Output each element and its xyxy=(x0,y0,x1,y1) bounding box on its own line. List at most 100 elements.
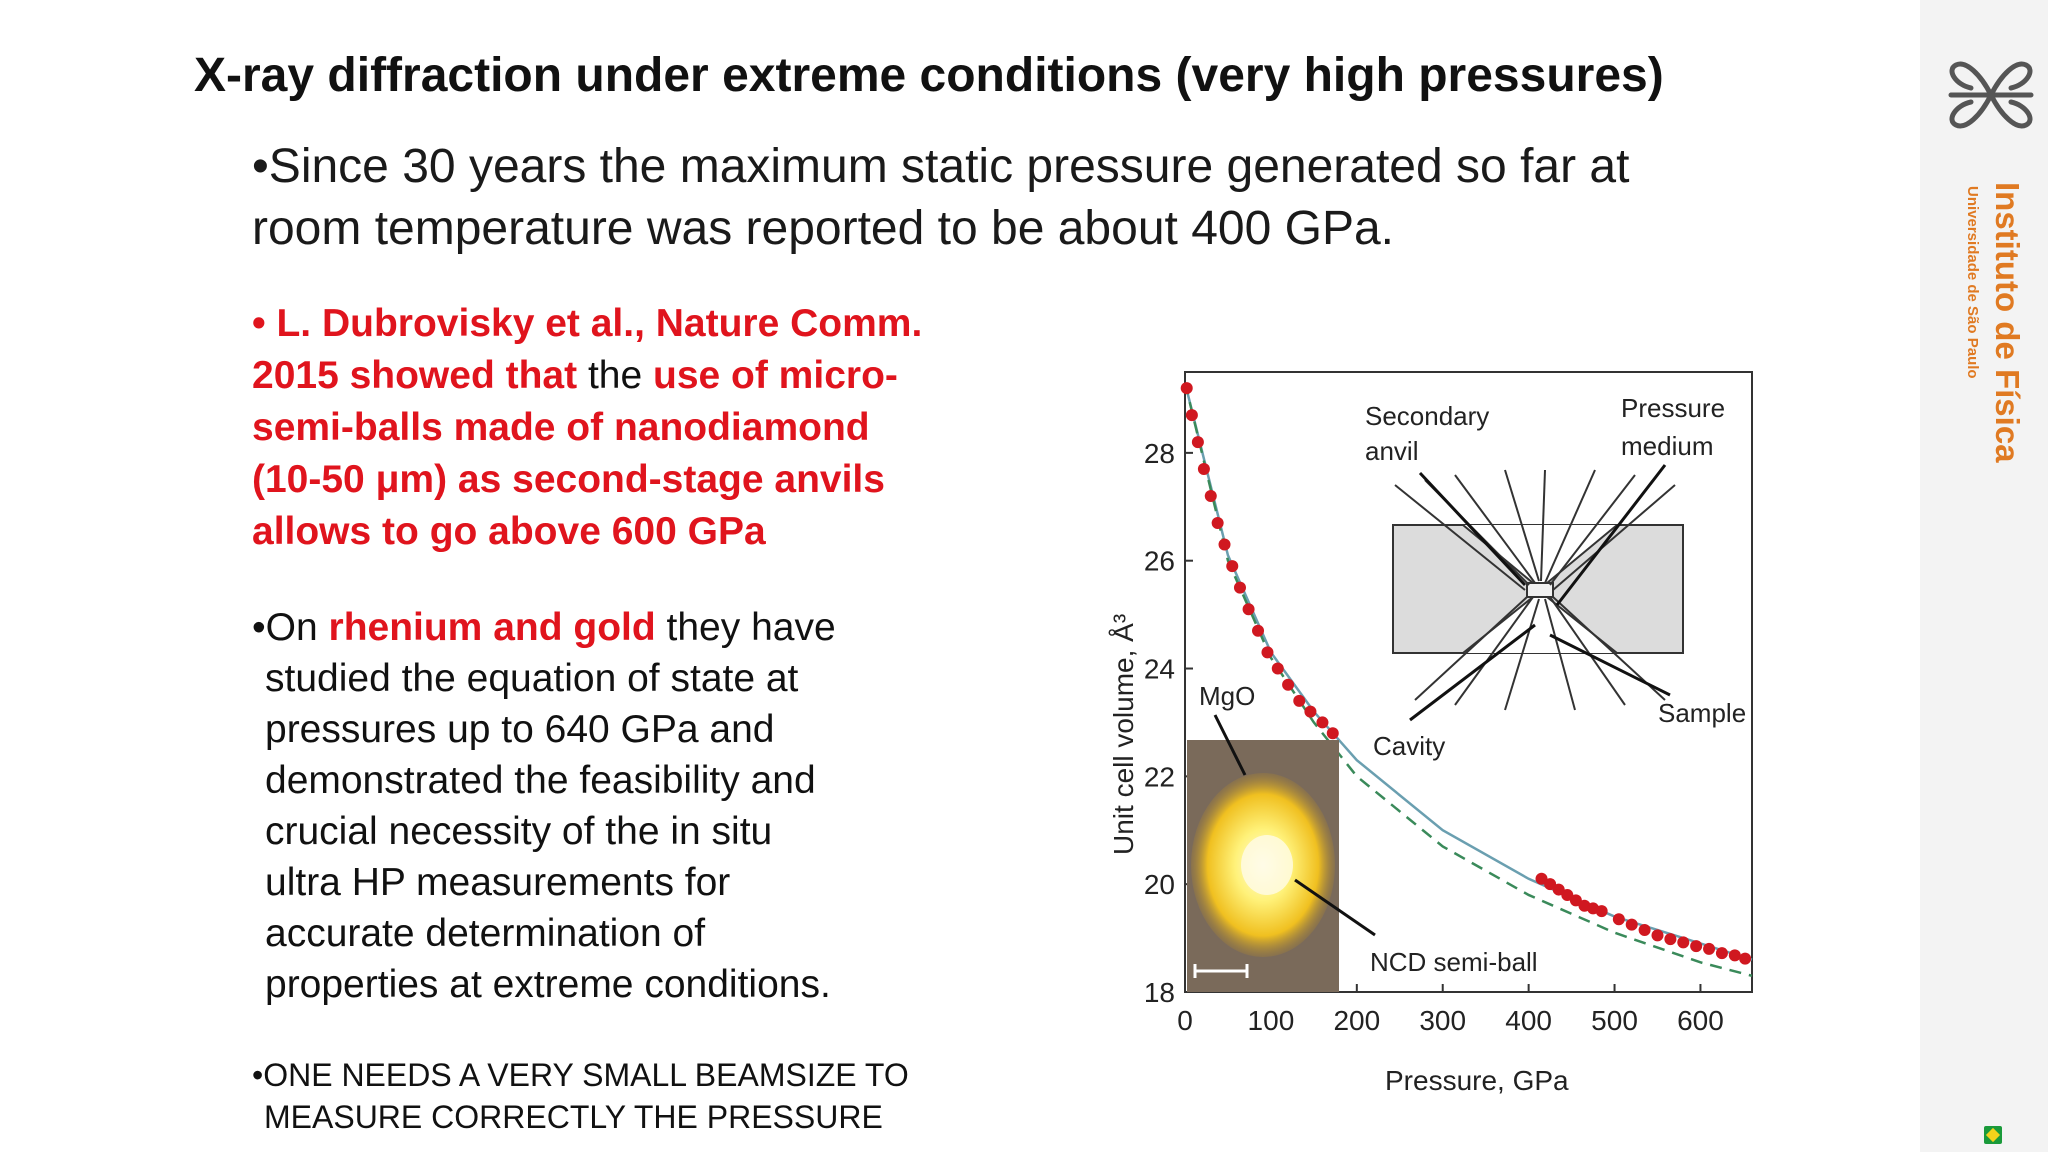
cavity-pointer xyxy=(1409,623,1536,722)
x-tick-label: 0 xyxy=(1177,1005,1193,1036)
intro-paragraph: •Since 30 years the maximum static press… xyxy=(252,136,1752,260)
eos-line-3: pressures up to 640 GPa and xyxy=(265,708,775,751)
y-tick-label: 20 xyxy=(1144,869,1175,900)
data-point xyxy=(1242,603,1255,616)
ray-12 xyxy=(1544,598,1576,711)
study-line-5: allows to go above 600 GPa xyxy=(252,510,766,553)
data-point xyxy=(1271,662,1284,675)
data-point xyxy=(1739,952,1752,965)
data-point xyxy=(1226,560,1239,573)
ncd-pointer xyxy=(1294,878,1376,937)
ray-13 xyxy=(1549,596,1626,706)
university-name: Universidade de São Paulo xyxy=(1964,186,1981,379)
data-point xyxy=(1625,918,1638,931)
data-point xyxy=(1595,905,1608,918)
data-point xyxy=(1197,463,1210,476)
label-pressure-2: medium xyxy=(1621,431,1713,461)
data-point xyxy=(1218,538,1231,551)
ray-8 xyxy=(1552,484,1676,591)
y-axis-label: Unit cell volume, Å³ xyxy=(1108,614,1139,855)
institute-name: Instituto de Física xyxy=(1989,182,2026,463)
brand-sidebar: Instituto de Física Universidade de São … xyxy=(1920,0,2048,1152)
x-axis-label: Pressure, GPa xyxy=(1385,1065,1569,1096)
y-tick-label: 18 xyxy=(1144,977,1175,1008)
data-point xyxy=(1252,624,1265,637)
ray-5 xyxy=(1540,469,1546,582)
ray-1 xyxy=(1394,484,1526,591)
data-point xyxy=(1233,581,1246,594)
x-tick-label: 100 xyxy=(1248,1005,1295,1036)
photo-core xyxy=(1241,835,1293,895)
cavity-shape xyxy=(1526,582,1554,598)
note-line-2: MEASURE CORRECTLY THE PRESSURE xyxy=(264,1099,883,1135)
institute-logo-icon xyxy=(1948,61,2034,129)
x-tick-label: 400 xyxy=(1505,1005,1552,1036)
eos-line-1c: they have xyxy=(655,606,836,649)
pressure-medium-pointer xyxy=(1555,464,1667,606)
study-line-2a: 2015 showed that xyxy=(252,354,578,397)
study-line-1: • L. Dubrovisky et al., Nature Comm. xyxy=(252,302,923,345)
eos-line-6: ultra HP measurements for xyxy=(265,861,731,904)
data-point xyxy=(1552,883,1565,896)
data-points xyxy=(1180,382,1752,965)
label-mgo: MgO xyxy=(1199,681,1255,711)
axis-ticks: 0 100 200 300 400 500 600 18 20 22 24 26 28 xyxy=(1144,438,1724,1036)
label-ncd: NCD semi-ball xyxy=(1370,947,1538,977)
slide-title: X-ray diffraction under extreme conditio… xyxy=(194,49,1664,102)
intro-line-1: •Since 30 years the maximum static press… xyxy=(252,140,1630,193)
sample-pointer xyxy=(1549,633,1671,697)
note-line-1: •ONE NEEDS A VERY SMALL BEAMSIZE TO xyxy=(252,1057,909,1093)
data-point xyxy=(1204,490,1217,502)
data-point xyxy=(1651,929,1664,942)
eos-paragraph: •On rhenium and gold they have studied t… xyxy=(252,602,1012,1010)
eos-figure: 0 100 200 300 400 500 600 18 20 22 24 26 28 xyxy=(1108,371,1753,1096)
eos-line-2: studied the equation of state at xyxy=(265,657,799,700)
slide: X-ray diffraction under extreme conditio… xyxy=(194,49,1753,1138)
data-point xyxy=(1211,516,1224,529)
label-secondary-2: anvil xyxy=(1365,436,1418,466)
data-point xyxy=(1664,933,1677,946)
data-point xyxy=(1535,872,1548,885)
data-point xyxy=(1715,947,1728,960)
label-cavity: Cavity xyxy=(1373,731,1445,761)
study-line-2b: the xyxy=(577,354,653,397)
label-secondary-1: Secondary xyxy=(1365,401,1489,431)
x-tick-label: 200 xyxy=(1333,1005,1380,1036)
ray-6 xyxy=(1544,469,1596,584)
eos-line-4: demonstrated the feasibility and xyxy=(265,759,816,802)
fit-line-dashed xyxy=(1183,382,1753,978)
data-point xyxy=(1180,382,1193,395)
y-tick-label: 26 xyxy=(1144,546,1175,577)
ray-10 xyxy=(1454,596,1534,706)
data-point xyxy=(1544,878,1557,891)
cell-diagram xyxy=(1213,464,1684,937)
study-line-4: (10-50 μm) as second-stage anvils xyxy=(252,458,885,501)
data-point xyxy=(1569,894,1582,907)
ray-11 xyxy=(1504,598,1540,711)
eos-line-1a: •On xyxy=(252,606,329,649)
eos-line-7: accurate determination of xyxy=(265,912,706,955)
x-tick-label: 600 xyxy=(1677,1005,1724,1036)
data-point xyxy=(1261,646,1274,659)
x-tick-label: 500 xyxy=(1591,1005,1638,1036)
study-line-2: 2015 showed that the use of micro- xyxy=(252,350,1012,402)
data-point xyxy=(1677,936,1690,949)
data-point xyxy=(1316,716,1329,729)
x-tick-label: 300 xyxy=(1419,1005,1466,1036)
data-point xyxy=(1185,409,1198,422)
data-point xyxy=(1191,436,1204,449)
mgo-pointer xyxy=(1213,714,1247,776)
data-point xyxy=(1638,924,1651,936)
data-point xyxy=(1703,942,1716,955)
intro-line-2: room temperature was reported to be abou… xyxy=(252,202,1394,255)
data-point xyxy=(1690,940,1703,953)
ray-4 xyxy=(1504,469,1540,582)
beamsize-note: •ONE NEEDS A VERY SMALL BEAMSIZE TO MEAS… xyxy=(252,1054,1012,1138)
y-tick-label: 24 xyxy=(1144,654,1175,685)
study-line-2c: use of micro- xyxy=(653,354,898,397)
data-point xyxy=(1282,678,1295,691)
y-tick-label: 22 xyxy=(1144,761,1175,792)
ray-7 xyxy=(1549,474,1636,586)
eos-line-1b: rhenium and gold xyxy=(328,606,656,649)
study-paragraph: • L. Dubrovisky et al., Nature Comm. 201… xyxy=(252,298,1012,558)
